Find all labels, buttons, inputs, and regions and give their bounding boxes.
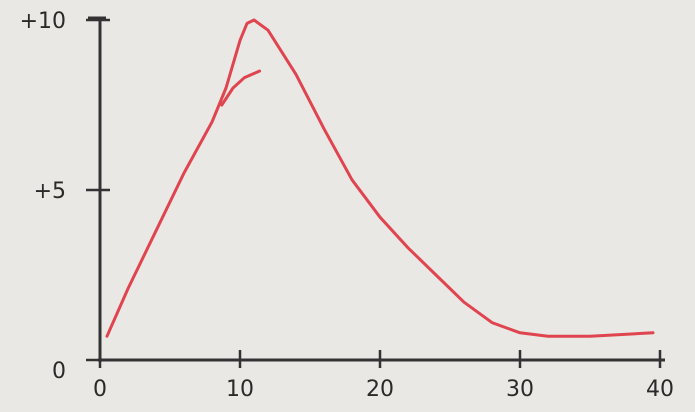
y-tick-label: +10	[20, 9, 66, 34]
x-tick-label: 0	[93, 377, 107, 402]
y-tick-label: +5	[34, 179, 66, 204]
x-tick-label: 40	[646, 377, 674, 402]
line	[105, 18, 655, 338]
line	[220, 69, 262, 107]
y-tick-label: 0	[52, 359, 66, 384]
x-tick-label: 30	[506, 377, 534, 402]
x-tick-label: 20	[366, 377, 394, 402]
x-tick-label: 10	[226, 377, 254, 402]
